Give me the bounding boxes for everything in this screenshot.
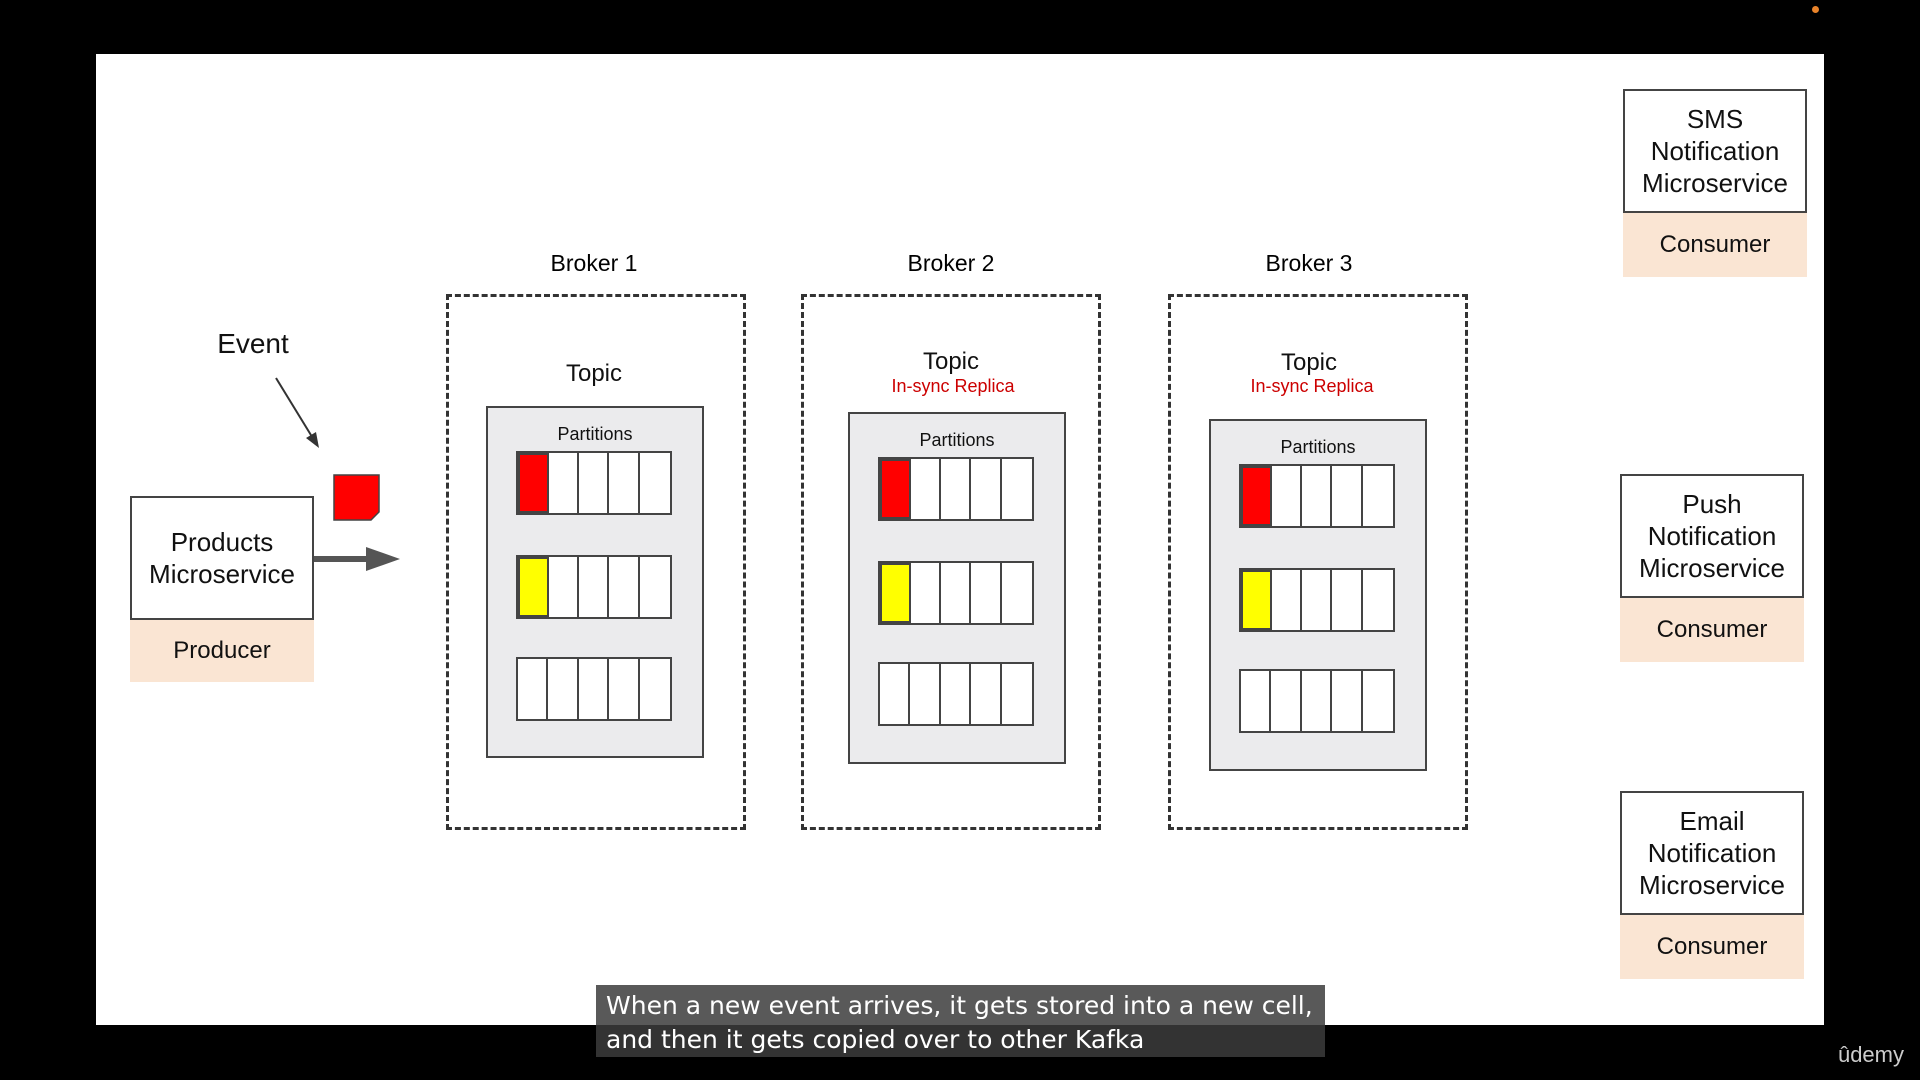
empty-cell	[640, 557, 670, 617]
empty-cell	[1002, 664, 1032, 724]
empty-cell	[579, 659, 610, 719]
empty-cell	[518, 659, 549, 719]
broker-2-box	[801, 294, 1101, 830]
broker-2-title: Broker 2	[907, 250, 995, 276]
stored-event-cell	[518, 557, 549, 617]
push-consumer-role-label: Consumer	[1656, 616, 1768, 643]
empty-cell	[1363, 466, 1393, 526]
recording-indicator-dot	[1812, 6, 1819, 13]
broker-1-partition-2	[516, 555, 672, 619]
empty-cell	[911, 459, 941, 519]
email-notification-microservice-box: Email Notification Microservice	[1620, 791, 1804, 915]
event-pointer-arrow	[275, 377, 319, 448]
push-notification-microservice-box: Push Notification Microservice	[1620, 474, 1804, 598]
broker-3-replica-label: In-sync Replica	[1250, 376, 1374, 396]
event-label: Event	[217, 328, 289, 359]
broker-3-title: Broker 3	[1265, 250, 1353, 276]
empty-cell	[1363, 570, 1393, 630]
broker-2-partition-2	[878, 561, 1034, 625]
empty-cell	[1302, 570, 1333, 630]
broker-2-replica-label: In-sync Replica	[891, 376, 1015, 396]
producer-role-box: Producer	[130, 620, 314, 682]
empty-cell	[1272, 570, 1302, 630]
broker-1-title: Broker 1	[550, 250, 638, 276]
empty-cell	[1332, 466, 1363, 526]
empty-cell	[1302, 671, 1333, 731]
empty-cell	[1241, 671, 1272, 731]
empty-cell	[1002, 563, 1032, 623]
products-microservice-box: Products Microservice	[130, 496, 314, 620]
empty-cell	[1271, 671, 1302, 731]
caption-line-2: and then it gets copied over to other Ka…	[606, 1025, 1145, 1054]
sms-notification-microservice-label: SMS Notification Microservice	[1642, 104, 1788, 198]
empty-cell	[910, 664, 941, 724]
broker-2-partitions-label: Partitions	[919, 430, 995, 450]
caption-line-1: When a new event arrives, it gets stored…	[606, 991, 1313, 1020]
broker-2-partition-3	[878, 662, 1034, 726]
udemy-logo: ûdemy	[1837, 1042, 1904, 1067]
producer-role-label: Producer	[173, 637, 271, 664]
sms-consumer-role-label: Consumer	[1659, 231, 1771, 258]
empty-cell	[1332, 671, 1363, 731]
empty-cell	[609, 659, 640, 719]
email-consumer-role-label: Consumer	[1656, 933, 1768, 960]
stored-event-cell	[880, 563, 911, 623]
broker-3-partition-2	[1239, 568, 1395, 632]
empty-cell	[911, 563, 941, 623]
broker-1-box	[446, 294, 746, 830]
broker-3-box	[1168, 294, 1468, 830]
broker-3-partition-3	[1239, 669, 1395, 733]
empty-cell	[640, 659, 670, 719]
broker-3-partitions-label: Partitions	[1280, 437, 1356, 457]
broker-1-partition-1	[516, 451, 672, 515]
empty-cell	[579, 453, 610, 513]
empty-cell	[971, 664, 1002, 724]
empty-cell	[1302, 466, 1333, 526]
diagram-slide: Event Products Microservice Producer Bro…	[96, 54, 1824, 1025]
empty-cell	[609, 453, 640, 513]
sms-notification-microservice-box: SMS Notification Microservice	[1623, 89, 1807, 213]
empty-cell	[1332, 570, 1363, 630]
email-consumer-role-box: Consumer	[1620, 915, 1804, 979]
empty-cell	[640, 453, 670, 513]
event-block	[333, 474, 380, 521]
empty-cell	[880, 664, 911, 724]
empty-cell	[971, 459, 1002, 519]
empty-cell	[941, 459, 972, 519]
empty-cell	[1363, 671, 1393, 731]
broker-3-topic-label: Topic	[1280, 349, 1338, 376]
empty-cell	[941, 664, 972, 724]
publish-arrow	[314, 547, 400, 571]
broker-1-topic-label: Topic	[565, 360, 623, 387]
empty-cell	[609, 557, 640, 617]
broker-2-topic-label: Topic	[922, 348, 980, 375]
empty-cell	[549, 453, 579, 513]
video-caption: When a new event arrives, it gets stored…	[596, 985, 1325, 1057]
empty-cell	[548, 659, 579, 719]
empty-cell	[971, 563, 1002, 623]
stored-event-cell	[880, 459, 911, 519]
stored-event-cell	[1241, 570, 1272, 630]
push-notification-microservice-label: Push Notification Microservice	[1639, 489, 1785, 583]
products-microservice-label: Products Microservice	[149, 527, 295, 589]
empty-cell	[941, 563, 972, 623]
broker-1-partitions-label: Partitions	[557, 424, 633, 444]
stored-event-cell	[518, 453, 549, 513]
stored-event-cell	[1241, 466, 1272, 526]
push-consumer-role-box: Consumer	[1620, 598, 1804, 662]
empty-cell	[1272, 466, 1302, 526]
broker-3-partition-1	[1239, 464, 1395, 528]
empty-cell	[579, 557, 610, 617]
sms-consumer-role-box: Consumer	[1623, 213, 1807, 277]
empty-cell	[549, 557, 579, 617]
email-notification-microservice-label: Email Notification Microservice	[1639, 806, 1785, 900]
broker-1-partition-3	[516, 657, 672, 721]
broker-2-partition-1	[878, 457, 1034, 521]
empty-cell	[1002, 459, 1032, 519]
